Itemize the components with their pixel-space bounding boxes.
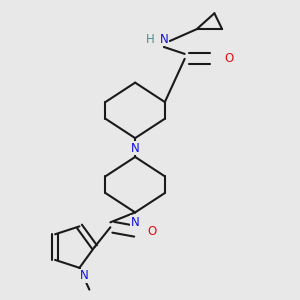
Text: N: N [131, 142, 140, 154]
Text: O: O [225, 52, 234, 65]
Text: N: N [131, 216, 140, 229]
Text: H: H [146, 32, 154, 46]
Text: O: O [147, 225, 157, 238]
Text: N: N [160, 32, 168, 46]
Text: N: N [80, 269, 89, 282]
